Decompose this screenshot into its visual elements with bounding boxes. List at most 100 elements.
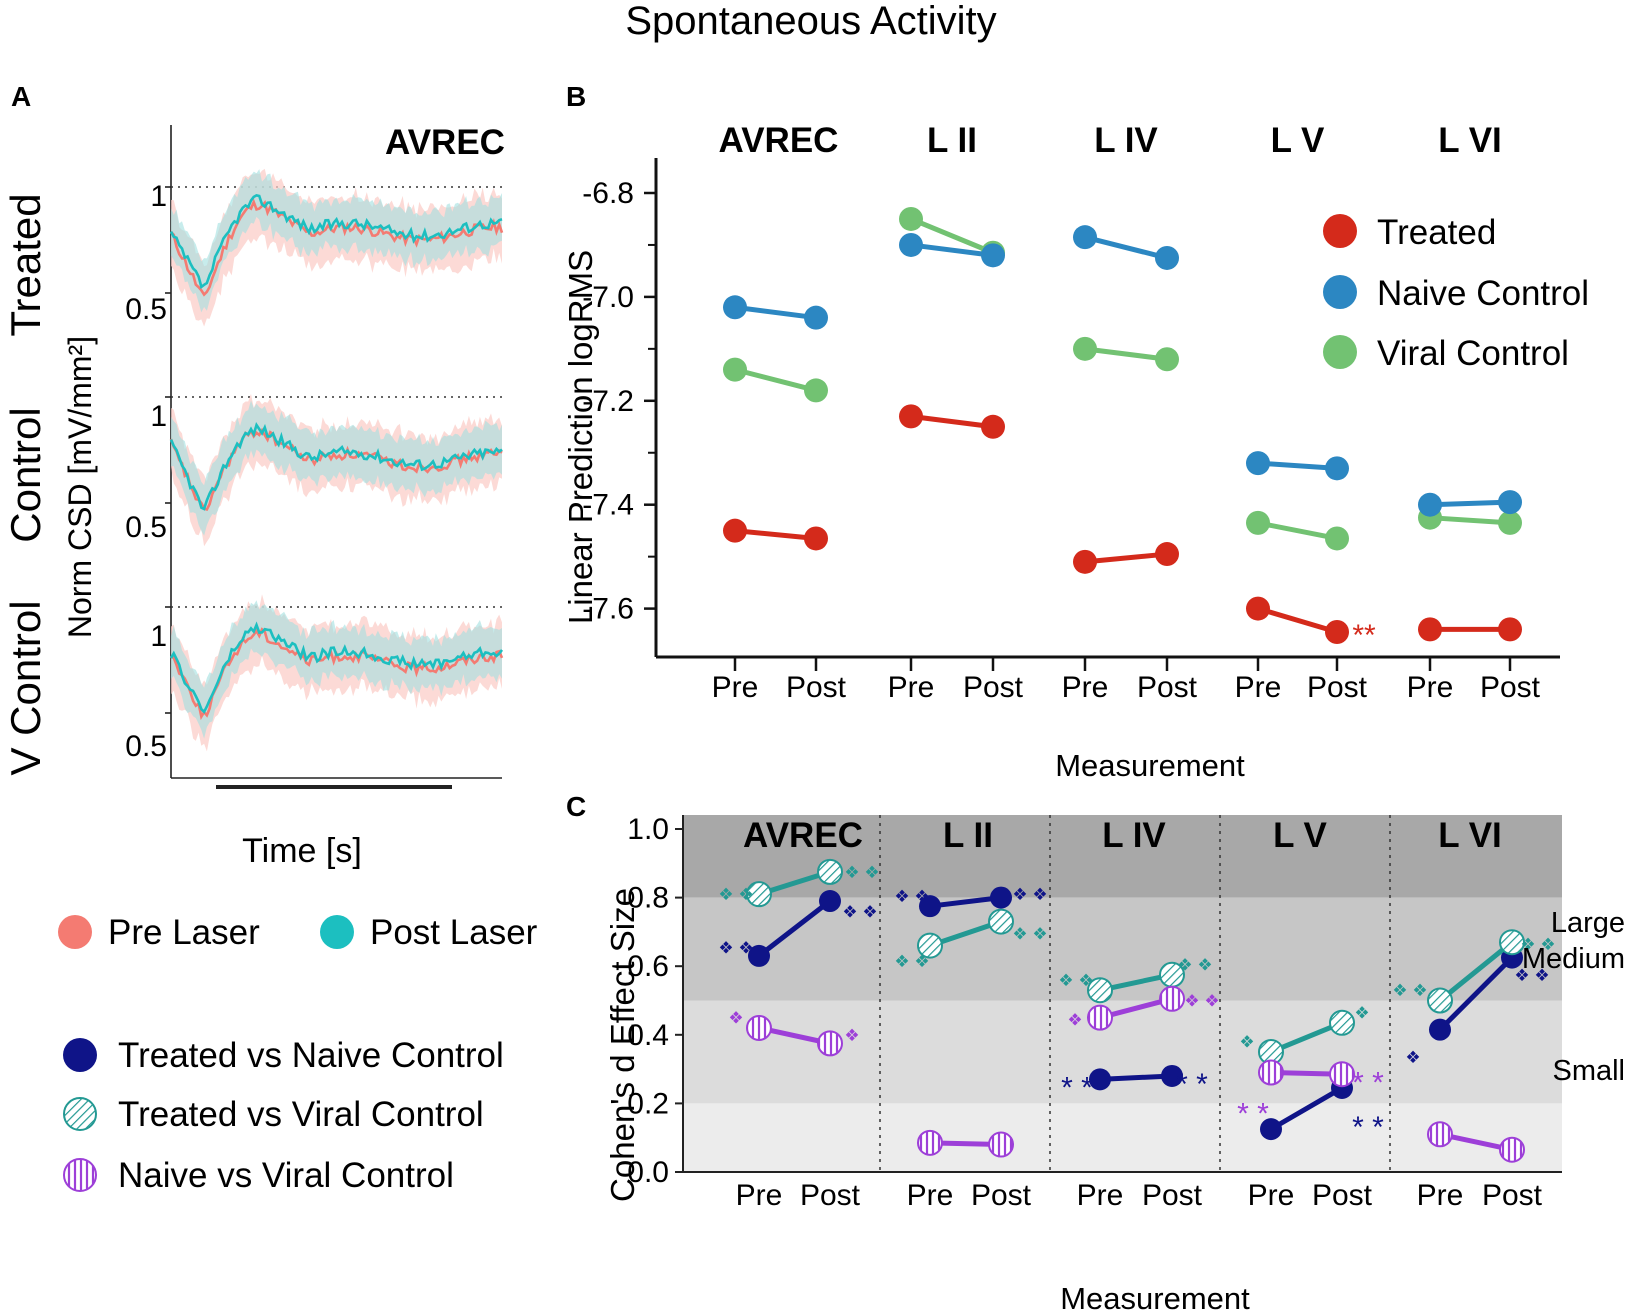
panel-c-point-pre-naive-vs-viral-control-l-ii	[917, 1129, 943, 1156]
panel-c-sig-marker-13: ❖ ❖	[1184, 992, 1219, 1011]
panel-b-point-pre-naive-control-l-vi	[1418, 492, 1442, 517]
panel-b-group-title-l-v: L V	[1271, 121, 1325, 160]
panel-c-line-treated-vs-naive-control-l-iv	[1099, 1073, 1173, 1082]
panel-c-point-post-treated-vs-viral-control-l-ii	[988, 908, 1014, 935]
panel-a-group-label-control: Control	[2, 407, 49, 542]
panel-c-xtick-post: Post	[971, 1179, 1032, 1212]
panel-b-xtick-post: Post	[786, 671, 847, 704]
panel-b-xtick-post: Post	[1480, 671, 1541, 704]
legend-viral-marker	[1323, 335, 1357, 369]
panel-c-point-pre-treated-vs-naive-control-avrec	[748, 944, 770, 967]
panel-a-label: A	[11, 81, 31, 112]
legend-pre-laser-marker	[58, 915, 92, 949]
legend-treated-marker	[1323, 214, 1357, 248]
panel-b-point-post-viral-control-l-iv	[1155, 347, 1179, 372]
panel-c-sig-marker-3: ❖ ❖	[842, 902, 877, 921]
panel-c-sig-marker-12: ❖	[1067, 1010, 1082, 1029]
panel-b-point-pre-treated-avrec	[723, 518, 747, 543]
panel-c-sig-star-3: * *	[1352, 1067, 1384, 1100]
panel-b-point-pre-treated-l-v	[1246, 596, 1270, 621]
panel-c-point-post-naive-vs-viral-control-l-ii	[988, 1131, 1014, 1158]
panel-b-point-post-treated-l-v	[1325, 619, 1349, 644]
panel-b-point-post-viral-control-avrec	[804, 378, 828, 403]
legend-post-laser-marker	[320, 915, 354, 949]
panel-b-point-pre-naive-control-l-v	[1246, 451, 1270, 476]
panel-b-line-naive-control-avrec	[734, 304, 817, 321]
panel-c-point-post-treated-vs-naive-control-avrec	[819, 890, 841, 913]
panel-b-xtick-pre: Pre	[888, 671, 935, 704]
panel-b-point-pre-naive-control-l-ii	[899, 232, 923, 257]
legend-tvv-label: Treated vs Viral Control	[118, 1095, 484, 1134]
panel-c-sig-star-1: * *	[1176, 1068, 1208, 1101]
panel-c-sig-marker-8: ❖ ❖	[894, 952, 929, 971]
panel-c-sig-marker-9: ❖ ❖	[1012, 925, 1047, 944]
legend-nvv-marker	[63, 1158, 97, 1192]
panel-c-sig-marker-15: ❖	[1354, 1004, 1369, 1023]
panel-b-point-post-treated-l-vi	[1498, 617, 1522, 642]
panel-c-point-post-treated-vs-naive-control-l-iv	[1161, 1064, 1183, 1087]
panel-c-point-post-naive-vs-viral-control-l-vi	[1499, 1136, 1525, 1163]
panel-b-point-post-naive-control-l-v	[1325, 456, 1349, 481]
panel-c-xtick-post: Post	[1142, 1179, 1203, 1212]
panel-c-zone-medium: Medium	[1522, 943, 1625, 975]
panel-c-zone-small: Small	[1552, 1055, 1625, 1087]
panel-b-xtick-pre: Pre	[1062, 671, 1109, 704]
panel-a-group-label-treated: Treated	[2, 193, 49, 336]
panel-b-point-post-viral-control-l-vi	[1498, 510, 1522, 535]
panel-c-point-pre-naive-vs-viral-control-l-v	[1258, 1059, 1284, 1086]
panel-a-ytick-05-bot: 0.5	[125, 730, 167, 763]
panel-c-sig-marker-17: ❖ ❖	[1520, 935, 1555, 954]
panel-c-sig-marker-11: ❖ ❖	[1177, 955, 1212, 974]
panel-b-point-post-treated-l-iv	[1155, 542, 1179, 567]
panel-a-trace-post-treated	[169, 193, 503, 290]
panel-a-trace-post-control	[169, 421, 503, 511]
panel-a-ytick-1-mid: 1	[150, 400, 167, 433]
panel-b-point-post-naive-control-avrec	[804, 305, 828, 330]
panel-c-sig-marker-7: ❖ ❖	[1012, 885, 1047, 904]
panel-b-point-pre-treated-l-iv	[1073, 549, 1097, 574]
panel-c-xlabel: Measurement	[1060, 1281, 1250, 1315]
panel-c-ytick-label: 0.4	[627, 1019, 669, 1052]
panel-b-point-pre-viral-control-l-ii	[899, 206, 923, 231]
panel-b-point-pre-treated-l-vi	[1418, 617, 1442, 642]
panel-c-sig-marker-10: ❖ ❖	[1058, 971, 1093, 990]
panel-c-point-pre-treated-vs-naive-control-l-v	[1260, 1118, 1282, 1141]
panel-c-sig-star-0: * *	[1061, 1072, 1093, 1105]
panel-b-line-naive-control-l-vi	[1429, 499, 1511, 508]
panel-c-point-post-treated-vs-viral-control-l-vi	[1499, 929, 1525, 956]
panel-c-ylabel: Cohen's d Effect Size	[604, 888, 641, 1202]
panel-a-band-post-control	[171, 400, 502, 536]
panel-c-sig-marker-5: ❖	[844, 1026, 859, 1045]
legend-tvn-label: Treated vs Naive Control	[118, 1036, 504, 1075]
panel-c-point-pre-treated-vs-naive-control-l-iv	[1089, 1068, 1111, 1091]
panel-c-sig-marker-19: ❖ ❖	[1514, 966, 1549, 985]
panel-c-ytick-label: 0.8	[627, 882, 669, 915]
panel-b-point-pre-viral-control-avrec	[723, 357, 747, 382]
panel-b-xtick-pre: Pre	[712, 671, 759, 704]
panel-c-point-post-naive-vs-viral-control-l-v	[1329, 1061, 1355, 1088]
panel-b-xtick-post: Post	[1137, 671, 1198, 704]
panel-c-point-pre-naive-vs-viral-control-l-vi	[1427, 1121, 1453, 1148]
panel-c-sig-marker-0: ❖ ❖	[718, 885, 753, 904]
panel-c-zone-large: Large	[1551, 907, 1625, 939]
panel-b-line-treated-l-ii	[910, 413, 994, 430]
figure-title: Spontaneous Activity	[625, 0, 996, 43]
panel-c-group-title-l-v: L V	[1273, 816, 1327, 855]
panel-b-line-viral-control-l-v	[1257, 520, 1338, 541]
panel-b-point-post-naive-control-l-iv	[1155, 245, 1179, 270]
panel-b-line-treated-l-v	[1257, 606, 1338, 635]
legend-nvv-label: Naive vs Viral Control	[118, 1156, 454, 1195]
panel-c-point-pre-naive-vs-viral-control-avrec	[746, 1014, 772, 1041]
legend-viral-label: Viral Control	[1377, 334, 1569, 373]
panel-b-point-post-treated-avrec	[804, 526, 828, 551]
panel-c-ytick-label: 0.6	[627, 950, 669, 983]
panel-c-ytick-label: 1.0	[627, 813, 669, 846]
panel-c-point-pre-treated-vs-viral-control-l-ii	[917, 932, 943, 959]
panel-b-xtick-pre: Pre	[1407, 671, 1454, 704]
panel-c-label: C	[566, 791, 586, 822]
panel-b-point-post-naive-control-l-vi	[1498, 490, 1522, 515]
panel-c-point-pre-treated-vs-naive-control-l-vi	[1429, 1018, 1451, 1041]
panel-b-line-treated-l-iv	[1084, 551, 1168, 565]
panel-c-sig-marker-14: ❖	[1239, 1033, 1254, 1052]
